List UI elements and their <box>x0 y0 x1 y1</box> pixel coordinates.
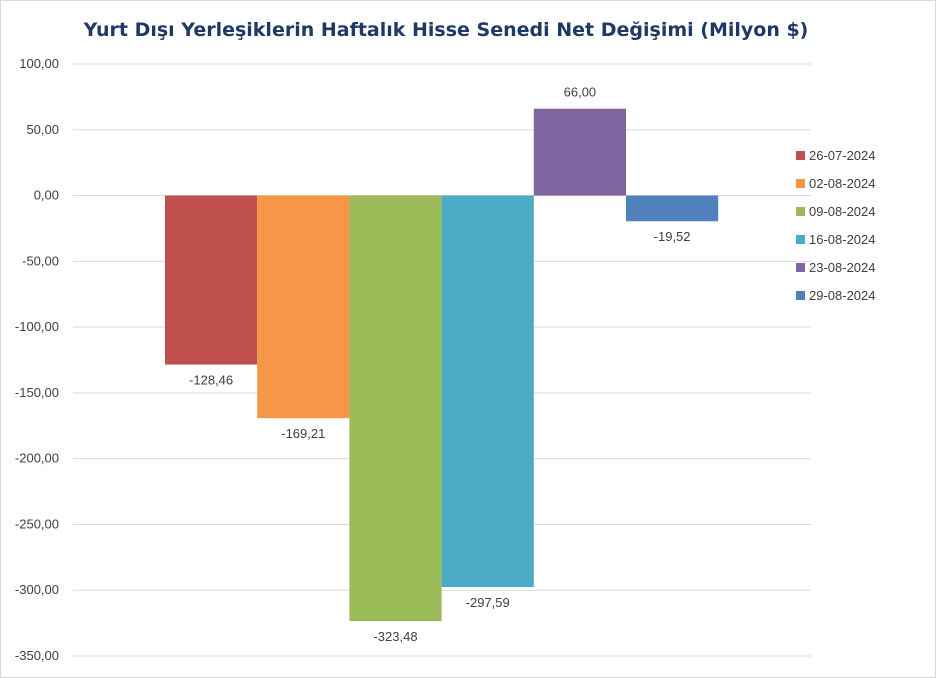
legend: 26-07-2024 02-08-2024 09-08-2024 16-08-2024… <box>796 141 876 309</box>
legend-item-02-08-2024[interactable]: 02-08-2024 <box>796 169 876 197</box>
y-tick-label: -150,00 <box>15 385 59 400</box>
legend-item-23-08-2024[interactable]: 23-08-2024 <box>796 253 876 281</box>
legend-item-09-08-2024[interactable]: 09-08-2024 <box>796 197 876 225</box>
legend-swatch <box>796 234 805 244</box>
legend-label: 23-08-2024 <box>809 259 876 275</box>
legend-swatch <box>796 150 805 160</box>
y-tick-label: -350,00 <box>15 648 59 663</box>
legend-label: 26-07-2024 <box>809 147 876 163</box>
y-tick-label: -300,00 <box>15 582 59 597</box>
data-label-23-08-2024: 66,00 <box>564 85 597 100</box>
bar-26-07-2024[interactable] <box>165 195 258 365</box>
bar-16-08-2024[interactable] <box>441 195 534 588</box>
bar-02-08-2024[interactable] <box>257 195 350 419</box>
legend-item-29-08-2024[interactable]: 29-08-2024 <box>796 281 876 309</box>
legend-label: 02-08-2024 <box>809 175 876 191</box>
y-tick-label: -100,00 <box>15 319 59 334</box>
legend-item-26-07-2024[interactable]: 26-07-2024 <box>796 141 876 169</box>
bar-09-08-2024[interactable] <box>349 195 442 622</box>
legend-swatch <box>796 290 805 300</box>
data-label-16-08-2024: -297,59 <box>466 595 510 610</box>
legend-label: 29-08-2024 <box>809 287 876 303</box>
bar-29-08-2024[interactable] <box>626 195 719 222</box>
legend-swatch <box>796 206 805 216</box>
y-tick-label: -50,00 <box>22 253 59 268</box>
legend-label: 16-08-2024 <box>809 231 876 247</box>
y-tick-label: 0,00 <box>34 188 59 203</box>
y-tick-label: 100,00 <box>19 56 59 71</box>
y-tick-label: 50,00 <box>26 122 59 137</box>
bar-23-08-2024[interactable] <box>533 108 626 196</box>
legend-swatch <box>796 262 805 272</box>
legend-item-16-08-2024[interactable]: 16-08-2024 <box>796 225 876 253</box>
y-tick-label: -250,00 <box>15 516 59 531</box>
legend-label: 09-08-2024 <box>809 203 876 219</box>
data-label-09-08-2024: -323,48 <box>373 629 417 644</box>
legend-swatch <box>796 178 805 188</box>
chart-title: Yurt Dışı Yerleşiklerin Haftalık Hisse S… <box>83 19 809 41</box>
data-label-26-07-2024: -128,46 <box>189 373 233 388</box>
data-label-29-08-2024: -19,52 <box>654 229 691 244</box>
data-label-02-08-2024: -169,21 <box>281 426 325 441</box>
y-tick-label: -200,00 <box>15 451 59 466</box>
